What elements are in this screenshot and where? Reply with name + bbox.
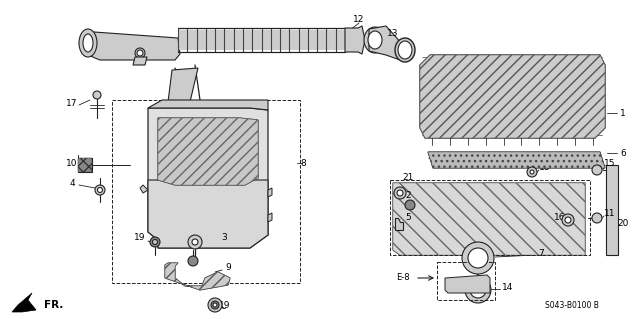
Text: 1: 1 [620, 108, 626, 117]
Ellipse shape [398, 41, 412, 59]
Polygon shape [428, 152, 605, 168]
Text: 15: 15 [604, 159, 616, 167]
Circle shape [397, 190, 403, 196]
Circle shape [188, 256, 198, 266]
Polygon shape [268, 188, 272, 197]
Ellipse shape [83, 34, 93, 52]
Text: 3: 3 [221, 234, 227, 242]
Text: 17: 17 [67, 99, 77, 108]
Ellipse shape [79, 29, 97, 57]
Polygon shape [420, 55, 605, 138]
Bar [390, 180, 590, 255]
Polygon shape [393, 183, 585, 255]
Circle shape [188, 235, 202, 249]
Text: 12: 12 [353, 14, 365, 24]
Polygon shape [168, 68, 198, 102]
Polygon shape [165, 263, 230, 290]
Circle shape [468, 248, 488, 268]
Circle shape [95, 185, 105, 195]
Polygon shape [178, 30, 345, 50]
Circle shape [527, 167, 537, 177]
Polygon shape [606, 165, 618, 255]
Bar [437, 262, 495, 300]
Polygon shape [158, 118, 258, 185]
Circle shape [394, 187, 406, 199]
Polygon shape [445, 275, 490, 293]
Circle shape [152, 240, 157, 244]
Text: 9: 9 [225, 263, 231, 272]
Circle shape [93, 91, 101, 99]
Bar [78, 158, 92, 172]
Circle shape [405, 200, 415, 210]
Text: 7: 7 [538, 249, 544, 257]
Text: 16: 16 [554, 213, 566, 222]
Polygon shape [420, 55, 605, 138]
Circle shape [592, 213, 602, 223]
Circle shape [592, 165, 602, 175]
Polygon shape [140, 185, 148, 193]
Text: E-8: E-8 [396, 273, 410, 283]
Polygon shape [345, 26, 365, 54]
Circle shape [208, 298, 222, 312]
Text: 6: 6 [620, 149, 626, 158]
Circle shape [150, 237, 160, 247]
Bar [112, 100, 300, 283]
Polygon shape [393, 183, 585, 255]
Circle shape [97, 188, 102, 192]
Polygon shape [165, 263, 230, 290]
Polygon shape [428, 152, 605, 168]
Polygon shape [268, 213, 272, 222]
Text: S043-B0100 B: S043-B0100 B [545, 300, 599, 309]
Polygon shape [133, 57, 147, 65]
Circle shape [562, 214, 574, 226]
Circle shape [137, 50, 143, 56]
Text: 19: 19 [220, 300, 231, 309]
Polygon shape [395, 218, 403, 230]
Ellipse shape [395, 38, 415, 62]
Circle shape [213, 303, 217, 307]
Polygon shape [78, 158, 92, 172]
Ellipse shape [368, 31, 382, 49]
Text: 8: 8 [300, 159, 306, 167]
Circle shape [135, 48, 145, 58]
Circle shape [192, 239, 198, 245]
Circle shape [530, 170, 534, 174]
Circle shape [465, 277, 491, 303]
Text: 13: 13 [387, 28, 399, 38]
Text: 19: 19 [134, 234, 146, 242]
Text: 4: 4 [69, 179, 75, 188]
Text: 11: 11 [604, 209, 616, 218]
Text: 21: 21 [403, 174, 413, 182]
Polygon shape [369, 26, 403, 60]
Circle shape [565, 217, 571, 223]
Text: 2: 2 [405, 190, 411, 199]
Polygon shape [148, 108, 268, 248]
Text: FR.: FR. [44, 300, 63, 310]
Circle shape [470, 282, 486, 298]
Polygon shape [158, 118, 258, 185]
Polygon shape [12, 293, 36, 312]
Polygon shape [82, 32, 180, 60]
Text: 18: 18 [540, 164, 551, 173]
Polygon shape [148, 180, 268, 248]
Ellipse shape [364, 27, 386, 53]
Text: 5: 5 [405, 213, 411, 222]
Polygon shape [148, 100, 268, 110]
Text: 20: 20 [618, 219, 628, 227]
Text: 10: 10 [67, 159, 77, 167]
Circle shape [211, 301, 219, 309]
Circle shape [462, 242, 494, 274]
Text: 14: 14 [502, 284, 514, 293]
